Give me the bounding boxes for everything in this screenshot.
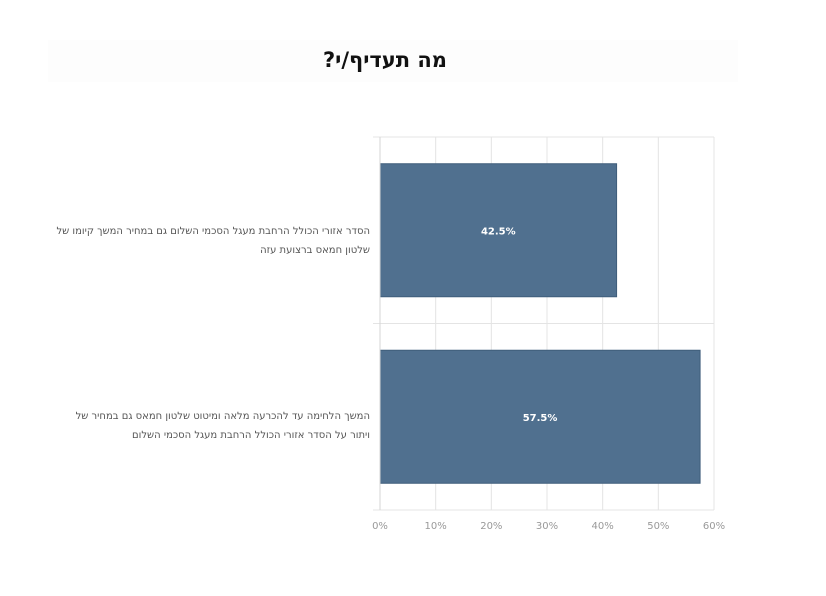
x-tick-label-1: 10% <box>425 521 447 532</box>
x-tick-label-6: 60% <box>703 521 725 532</box>
title-band <box>48 40 738 82</box>
x-tick-label-2: 20% <box>480 521 502 532</box>
category-label-0: הסדר אזורי הכולל הרחבת מעגל הסכמי השלום … <box>56 226 370 256</box>
x-tick-label-3: 30% <box>536 521 558 532</box>
x-tick-label-5: 50% <box>647 521 669 532</box>
bar-1 <box>379 349 701 484</box>
x-tick-label-0: 0% <box>372 521 388 532</box>
x-tick-label-4: 40% <box>592 521 614 532</box>
bar-value-label-0: 42.5% <box>481 226 516 237</box>
chart-title: מה תעדיף/י? <box>322 48 447 72</box>
bar-0 <box>379 163 618 298</box>
category-label-1: המשך הלחימה עד להכרעה מלאה ומיטוט שלטון … <box>75 411 370 441</box>
bar-value-label-1: 57.5% <box>523 413 558 424</box>
